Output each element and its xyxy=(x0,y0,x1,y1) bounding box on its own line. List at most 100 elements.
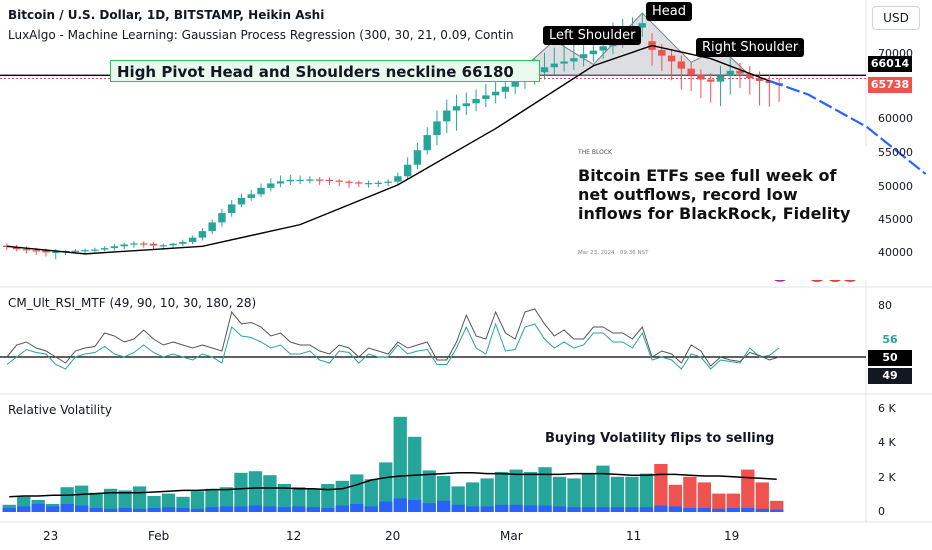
candle-body xyxy=(325,179,334,182)
volatility-bar xyxy=(306,488,320,512)
volatility-bar xyxy=(118,490,132,512)
price-tick-45000: 45000 xyxy=(878,213,913,226)
candle-body xyxy=(599,46,607,51)
volatility-bar xyxy=(726,493,740,512)
volatility-bar xyxy=(596,465,610,512)
candle-body xyxy=(120,244,128,247)
candle-body xyxy=(315,179,324,181)
volatility-title: Relative Volatility xyxy=(8,403,113,417)
volatility-buy-bar xyxy=(654,505,668,512)
candle-body xyxy=(560,61,568,64)
news-card[interactable]: THE BLOCK Bitcoin ETFs see full week of … xyxy=(572,146,868,280)
volatility-buy-bar xyxy=(147,508,161,512)
candle-body xyxy=(276,181,285,184)
vol-tick-0: 0 xyxy=(878,505,885,518)
candle-body xyxy=(32,250,40,252)
candle-body xyxy=(394,176,402,182)
price-tick-60000: 60000 xyxy=(878,112,913,125)
candle-body xyxy=(296,179,304,182)
candle-body xyxy=(374,182,383,184)
volatility-buy-bar xyxy=(292,506,306,512)
volatility-buy-bar xyxy=(190,508,205,512)
candle-body xyxy=(364,183,373,185)
candle-body xyxy=(198,231,207,238)
volatility-bar xyxy=(639,473,654,512)
candle-body xyxy=(706,79,715,82)
volatility-bar xyxy=(480,478,494,512)
candle-body xyxy=(130,243,138,245)
price-tick-55000: 55000 xyxy=(878,146,913,159)
candle-body xyxy=(140,243,148,245)
candle-body xyxy=(306,179,314,181)
candle-body xyxy=(227,204,236,214)
volatility-buy-bar xyxy=(234,506,248,512)
candle-body xyxy=(736,70,744,74)
volatility-bar xyxy=(509,469,523,512)
news-headline: Bitcoin ETFs see full week of net outflo… xyxy=(578,166,851,223)
volatility-buy-bar xyxy=(161,507,176,512)
volatility-buy-bar xyxy=(639,507,654,512)
candle-body xyxy=(149,243,158,246)
candle-body xyxy=(52,251,60,253)
volatility-bar xyxy=(190,491,205,512)
volatility-bar xyxy=(538,467,552,512)
candle-body xyxy=(237,197,246,205)
price-tick-40000: 40000 xyxy=(878,246,913,259)
head-callout: Head xyxy=(646,2,692,21)
news-date: Mar 23, 2024 · 09:36 NST xyxy=(578,250,649,256)
volatility-buy-bar xyxy=(263,506,277,512)
candle-body xyxy=(100,248,109,250)
volatility-bar xyxy=(683,476,697,512)
volatility-buy-bar xyxy=(103,508,118,512)
volatility-bar xyxy=(523,472,538,512)
volatility-buy-bar xyxy=(451,504,465,512)
volatility-bar xyxy=(132,486,147,512)
candle-body xyxy=(208,222,216,232)
volatility-buy-bar xyxy=(60,504,74,512)
currency-button[interactable]: USD xyxy=(872,6,920,30)
volatility-buy-bar xyxy=(205,507,219,512)
volatility-buy-bar xyxy=(538,505,552,512)
volatility-buy-bar xyxy=(46,506,60,512)
regression-line xyxy=(6,44,770,255)
rsi-series-line xyxy=(6,308,780,367)
time-tick-20: 20 xyxy=(385,529,401,543)
volatility-buy-bar xyxy=(277,507,292,512)
volatility-buy-bar xyxy=(75,505,89,512)
time-tick-19: 19 xyxy=(724,529,740,543)
price-tick-70000: 70000 xyxy=(878,47,913,60)
volatility-buy-bar xyxy=(509,504,523,512)
volatility-bar xyxy=(668,484,683,512)
volatility-buy-bar xyxy=(596,507,610,512)
candle-body xyxy=(403,164,412,177)
volatility-note: Buying Volatility flips to selling xyxy=(545,431,775,446)
candle-body xyxy=(413,150,422,165)
candle-body xyxy=(589,50,598,55)
candle-body xyxy=(188,237,197,242)
volatility-buy-bar xyxy=(132,508,147,512)
volatility-bar xyxy=(277,484,292,512)
time-tick-11: 11 xyxy=(626,529,642,543)
candle-body xyxy=(667,55,676,62)
volatility-buy-bar xyxy=(523,505,538,512)
volatility-bar xyxy=(697,482,711,512)
volatility-buy-bar xyxy=(306,507,320,512)
neckline-label: High Pivot Head and Shoulders neckline 6… xyxy=(110,60,540,82)
candle-body xyxy=(218,213,226,223)
volatility-buy-bar xyxy=(176,508,190,512)
candle-body xyxy=(335,180,343,182)
candle-body xyxy=(491,91,500,96)
volatility-buy-bar xyxy=(408,500,422,512)
vol-tick-2k: 2 K xyxy=(878,471,896,484)
volatility-buy-bar xyxy=(581,507,596,512)
volatility-bar xyxy=(205,488,219,512)
volatility-buy-bar xyxy=(321,508,335,512)
time-tick-feb: Feb xyxy=(148,529,170,543)
volatility-bar xyxy=(712,493,726,512)
candle-body xyxy=(677,61,686,69)
volatility-buy-bar xyxy=(625,507,639,512)
volatility-bar xyxy=(219,487,234,512)
volatility-buy-bar xyxy=(422,503,436,512)
volatility-buy-bar xyxy=(437,500,451,512)
candle-body xyxy=(71,250,80,252)
